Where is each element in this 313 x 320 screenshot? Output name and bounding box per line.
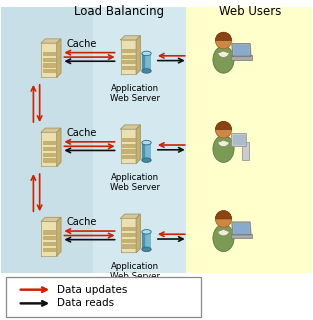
Polygon shape: [121, 214, 140, 218]
Ellipse shape: [142, 140, 151, 145]
Bar: [122, 239, 135, 242]
Polygon shape: [142, 143, 144, 160]
Bar: [93, 7, 186, 273]
Polygon shape: [41, 132, 57, 166]
Bar: [43, 69, 55, 72]
Polygon shape: [41, 221, 57, 256]
Wedge shape: [218, 140, 229, 147]
Bar: [122, 155, 135, 158]
Bar: [43, 248, 55, 251]
Polygon shape: [142, 53, 144, 71]
Polygon shape: [57, 217, 61, 256]
Polygon shape: [121, 125, 140, 129]
Bar: [43, 147, 55, 150]
Wedge shape: [215, 211, 232, 219]
Text: Application
Web Server: Application Web Server: [110, 262, 160, 281]
Polygon shape: [57, 128, 61, 166]
Polygon shape: [136, 214, 140, 252]
Text: Application
Web Server: Application Web Server: [110, 173, 160, 192]
Bar: [242, 142, 249, 160]
Bar: [43, 58, 55, 61]
FancyBboxPatch shape: [6, 277, 201, 317]
Circle shape: [215, 211, 232, 227]
Bar: [142, 53, 151, 71]
Text: Cache: Cache: [66, 39, 96, 49]
Bar: [43, 236, 55, 239]
Ellipse shape: [142, 158, 151, 162]
Bar: [142, 143, 151, 160]
Polygon shape: [136, 125, 140, 163]
Bar: [122, 149, 135, 153]
Polygon shape: [136, 36, 140, 74]
Bar: [122, 227, 135, 230]
Bar: [122, 233, 135, 236]
Bar: [122, 54, 135, 58]
Bar: [43, 158, 55, 162]
Bar: [122, 60, 135, 63]
Polygon shape: [121, 218, 136, 252]
Ellipse shape: [213, 135, 234, 162]
Bar: [43, 63, 55, 67]
Ellipse shape: [213, 225, 234, 252]
Wedge shape: [218, 51, 229, 57]
Text: Load Balancing: Load Balancing: [74, 5, 164, 18]
Bar: [122, 138, 135, 141]
Bar: [43, 153, 55, 156]
Bar: [122, 244, 135, 248]
Polygon shape: [41, 43, 57, 77]
Bar: [43, 141, 55, 144]
Text: Cache: Cache: [66, 217, 96, 227]
Bar: [122, 144, 135, 147]
Bar: [231, 55, 253, 60]
Polygon shape: [41, 217, 61, 221]
Bar: [1, 7, 93, 273]
Bar: [231, 234, 253, 238]
Text: Application
Web Server: Application Web Server: [110, 84, 160, 103]
Bar: [43, 52, 55, 55]
Ellipse shape: [142, 230, 151, 234]
Ellipse shape: [142, 247, 151, 252]
Bar: [186, 7, 312, 273]
Bar: [122, 66, 135, 69]
Wedge shape: [215, 122, 232, 130]
Polygon shape: [142, 232, 144, 249]
Ellipse shape: [142, 51, 151, 56]
Polygon shape: [121, 36, 140, 40]
Text: Data reads: Data reads: [57, 298, 114, 308]
Bar: [142, 232, 151, 249]
Bar: [122, 49, 135, 52]
Text: Data updates: Data updates: [57, 285, 127, 295]
Polygon shape: [234, 45, 249, 55]
Polygon shape: [121, 40, 136, 74]
Polygon shape: [41, 128, 61, 132]
Polygon shape: [234, 224, 249, 233]
Text: Cache: Cache: [66, 128, 96, 138]
Polygon shape: [41, 39, 61, 43]
Ellipse shape: [142, 69, 151, 73]
Polygon shape: [232, 222, 251, 235]
Polygon shape: [233, 134, 245, 144]
Circle shape: [215, 32, 232, 49]
Polygon shape: [57, 39, 61, 77]
Bar: [231, 133, 246, 146]
Ellipse shape: [213, 46, 234, 73]
Polygon shape: [121, 129, 136, 163]
Wedge shape: [218, 229, 229, 236]
Text: Web Users: Web Users: [219, 5, 281, 18]
Bar: [43, 242, 55, 245]
Wedge shape: [215, 32, 232, 41]
Bar: [43, 230, 55, 234]
Polygon shape: [232, 44, 251, 56]
Circle shape: [215, 122, 232, 138]
